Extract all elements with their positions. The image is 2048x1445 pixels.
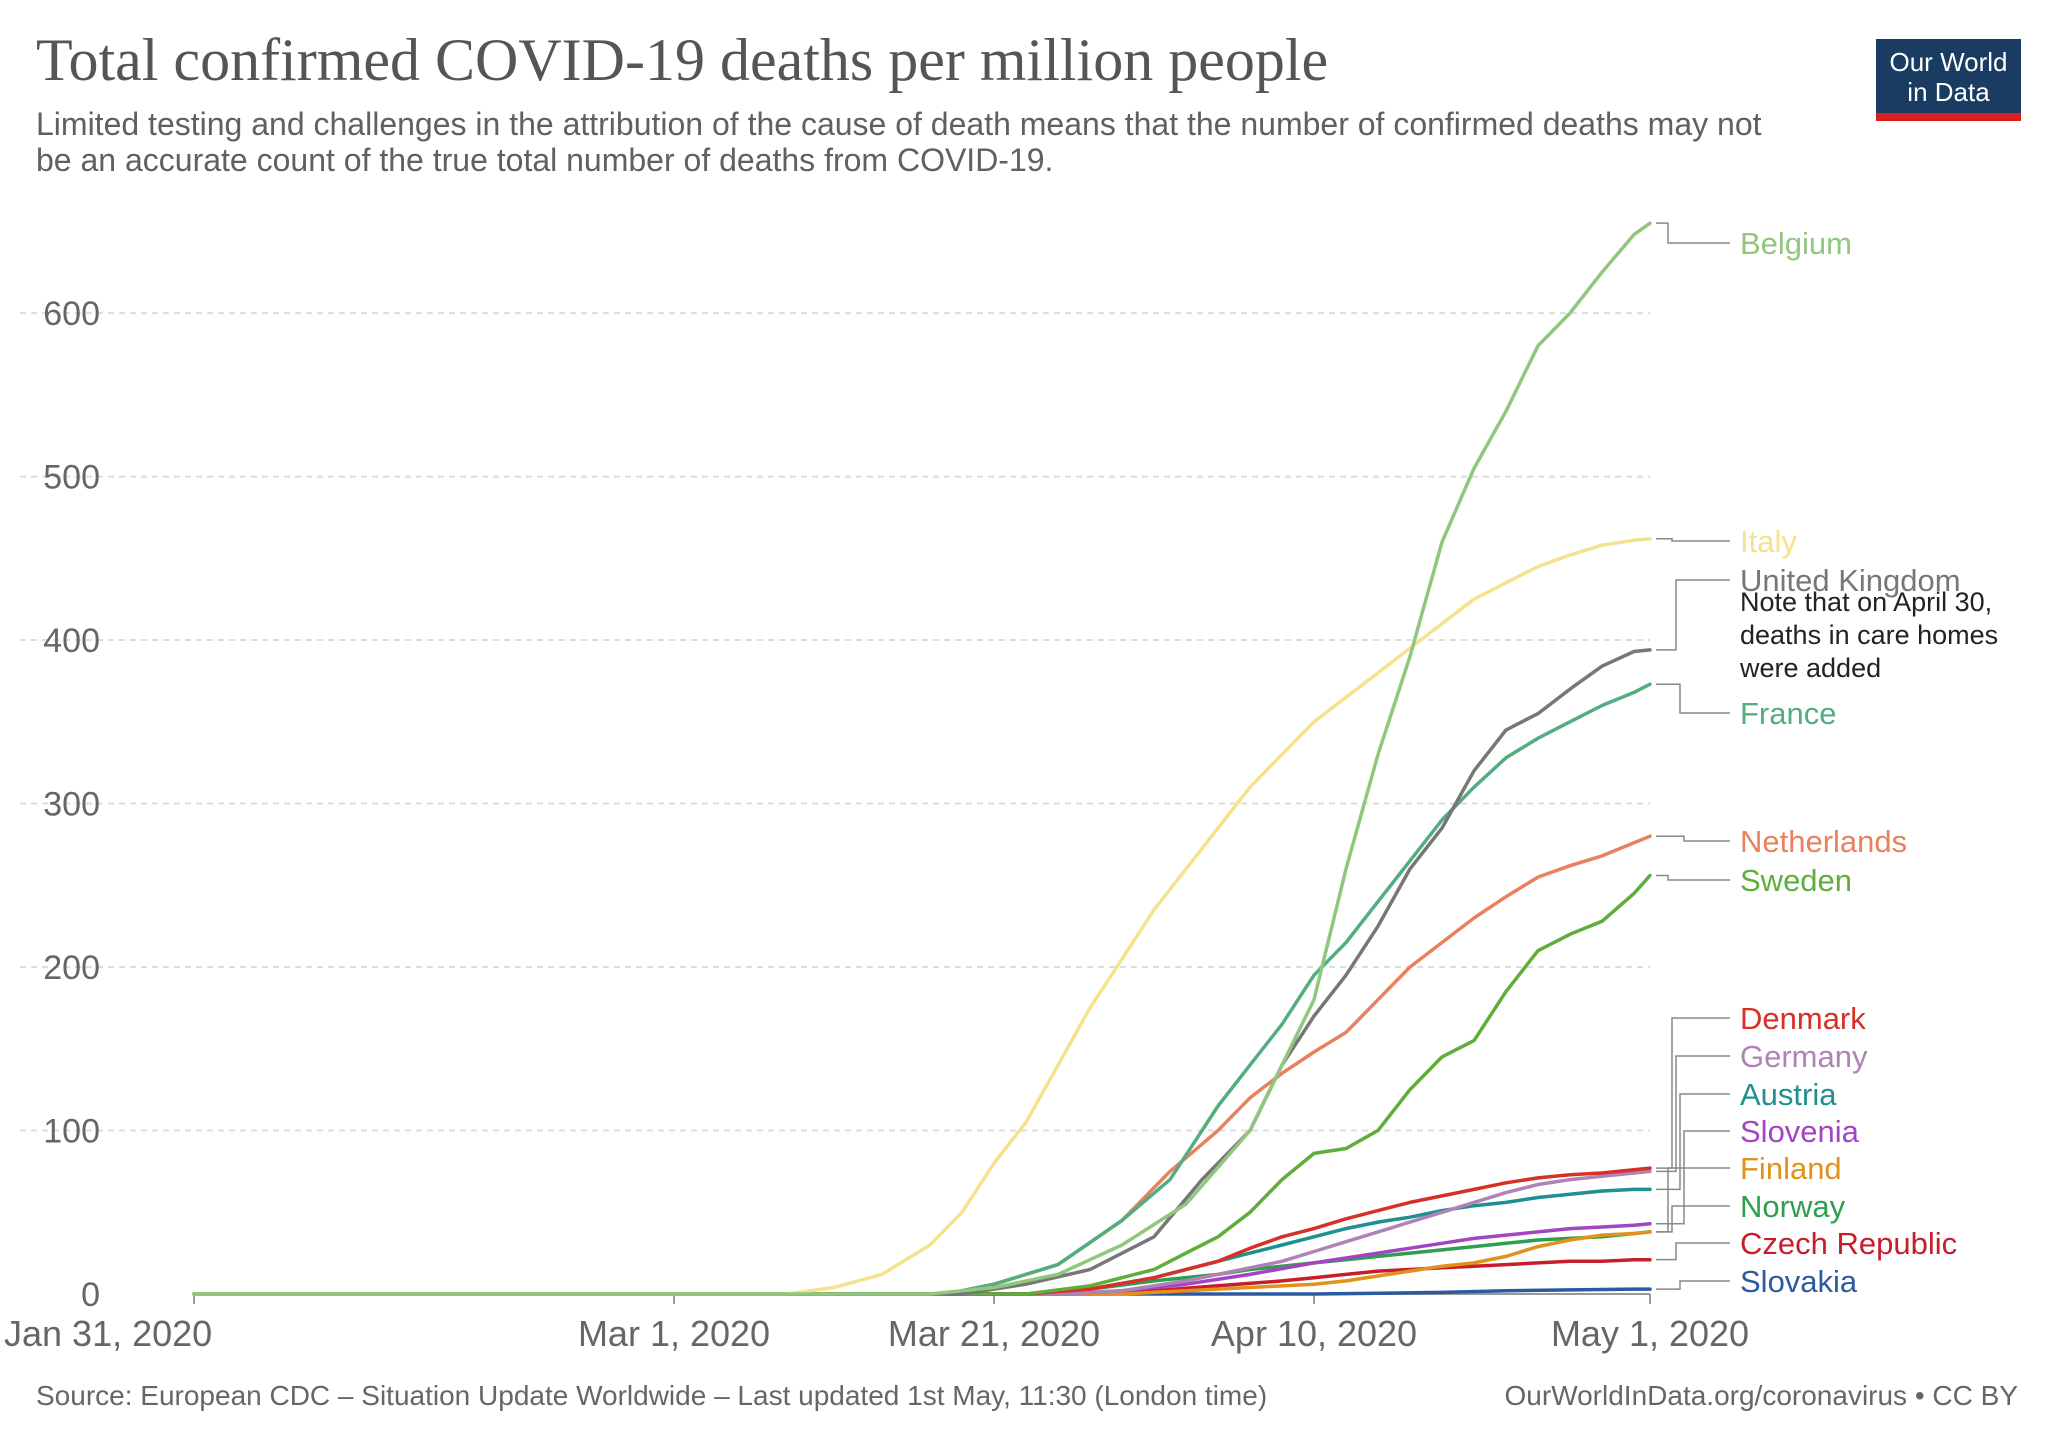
series-line-slovakia [192,1287,1652,1296]
series-line-denmark [192,1166,1652,1296]
series-line-czech-republic [192,1257,1652,1296]
connector-slovenia [1656,1130,1730,1225]
source-note: Source: European CDC – Situation Update … [36,1380,1268,1411]
series-label-germany: Germany [1740,1039,1868,1074]
license-link[interactable]: OurWorldInData.org/coronavirus • CC BY [1504,1380,2018,1411]
logo-line-1: Our World [1889,47,2008,77]
connector-france [1656,683,1730,714]
connector-germany [1656,1055,1730,1173]
y-tick-label: 100 [43,1113,100,1151]
y-tick-label: 400 [43,622,100,660]
series-line-united-kingdom [192,648,1652,1296]
annotation-note-line: deaths in care homes [1740,620,1998,650]
series-label-czech-republic: Czech Republic [1740,1226,1957,1261]
series-line-germany [192,1169,1652,1296]
connector-norway [1656,1205,1730,1233]
connector-belgium [1656,222,1730,244]
logo-line-2: in Data [1907,77,1990,107]
series-line-austria [192,1187,1652,1296]
connector-austria [1656,1093,1730,1191]
y-tick-label: 500 [43,459,100,497]
series-label-finland: Finland [1740,1151,1842,1186]
x-tick-label: Apr 10, 2020 [1211,1313,1417,1354]
series-label-slovakia: Slovakia [1740,1264,1858,1299]
annotation-note-line: were added [1739,653,1881,683]
x-tick-label: Mar 1, 2020 [578,1313,770,1354]
x-tick-label: May 1, 2020 [1551,1313,1749,1354]
series-line-italy [192,536,1652,1296]
series-line-finland [192,1230,1652,1296]
series-label-norway: Norway [1740,1189,1846,1224]
chart-title: Total confirmed COVID-19 deaths per mill… [36,27,1329,93]
connector-sweden [1656,874,1730,881]
owid-logo[interactable]: Our World in Data [1876,39,2021,121]
series-line-sweden [192,873,1652,1296]
connector-netherlands [1656,835,1730,842]
y-tick-label: 300 [43,786,100,824]
series-line-belgium [192,221,1652,1296]
series-label-sweden: Sweden [1740,863,1852,898]
x-tick-label: Mar 21, 2020 [888,1313,1100,1354]
y-tick-label: 200 [43,949,100,987]
series-label-denmark: Denmark [1740,1001,1866,1036]
connector-denmark [1656,1017,1730,1169]
y-tick-label: 0 [81,1276,100,1314]
chart-subtitle: Limited testing and challenges in the at… [36,106,1762,178]
series-label-france: France [1740,696,1836,731]
annotation-note-line: Note that on April 30, [1740,587,1992,617]
series-label-netherlands: Netherlands [1740,824,1907,859]
connector-slovakia [1656,1280,1730,1290]
series-line-slovenia [192,1221,1652,1296]
series-label-united-kingdom: United Kingdom [1740,563,1961,598]
series-label-italy: Italy [1740,524,1797,559]
series-label-slovenia: Slovenia [1740,1114,1860,1149]
y-tick-label: 600 [43,295,100,333]
series-line-france [192,682,1652,1296]
connector-finland [1656,1167,1730,1233]
connector-italy [1656,537,1730,542]
x-tick-label: Jan 31, 2020 [4,1313,212,1354]
series-line-norway [192,1230,1652,1296]
series-label-belgium: Belgium [1740,226,1852,261]
connector-czech-republic [1656,1242,1730,1261]
connector-united-kingdom [1656,579,1730,651]
series-label-austria: Austria [1740,1077,1837,1112]
